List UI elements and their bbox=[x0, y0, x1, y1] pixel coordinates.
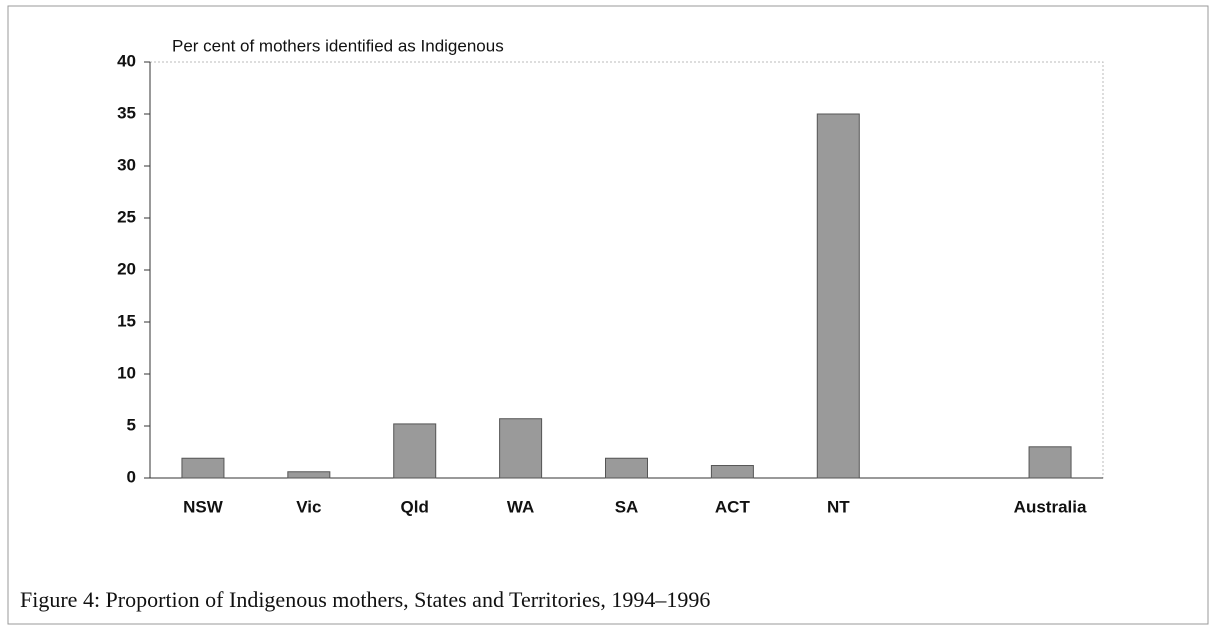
y-tick-label: 15 bbox=[117, 311, 136, 330]
y-tick-label: 35 bbox=[117, 103, 136, 122]
x-tick-label: NSW bbox=[183, 497, 224, 516]
plot-area bbox=[149, 61, 1104, 479]
y-tick-label: 5 bbox=[127, 415, 136, 434]
bar bbox=[710, 465, 754, 479]
y-tick-label: 10 bbox=[117, 363, 136, 382]
bar bbox=[816, 113, 860, 479]
bar bbox=[287, 471, 331, 479]
bar bbox=[499, 418, 543, 479]
y-tick-label: 40 bbox=[117, 51, 136, 70]
y-tick-label: 20 bbox=[117, 259, 136, 278]
bar bbox=[181, 457, 225, 479]
x-tick-label: Qld bbox=[401, 497, 429, 516]
y-tick-label: 0 bbox=[127, 467, 136, 486]
y-axis-label: Per cent of mothers identified as Indige… bbox=[172, 36, 504, 55]
caption: Figure 4: Proportion of Indigenous mothe… bbox=[20, 587, 710, 612]
x-tick-label: NT bbox=[827, 497, 850, 516]
x-tick-label: Vic bbox=[296, 497, 321, 516]
bar bbox=[1028, 446, 1072, 479]
x-tick-label: SA bbox=[615, 497, 639, 516]
y-tick-label: 25 bbox=[117, 207, 136, 226]
frame bbox=[7, 5, 1209, 625]
y-tick-label: 30 bbox=[117, 155, 136, 174]
x-tick-label: ACT bbox=[715, 497, 751, 516]
x-tick-label: Australia bbox=[1014, 497, 1087, 516]
bar bbox=[605, 457, 648, 479]
x-tick-label: WA bbox=[507, 497, 534, 516]
bar bbox=[393, 423, 437, 479]
